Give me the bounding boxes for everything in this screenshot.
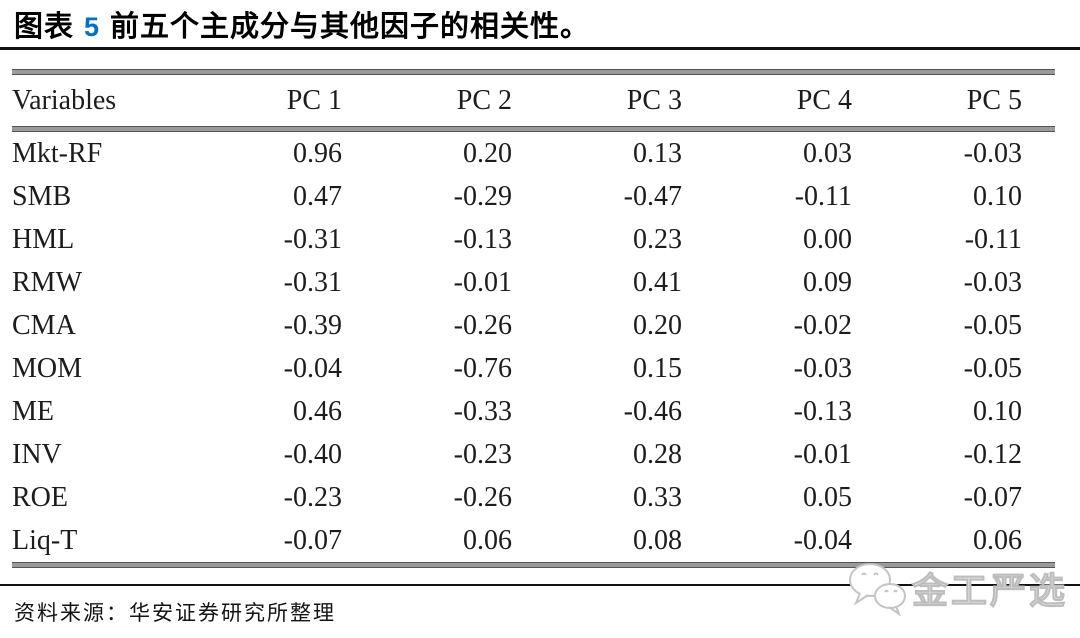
cell-value: -0.02	[793, 309, 852, 341]
table-body: Mkt-RF 0.96 0.20 0.13 0.03 -0.03 SMB 0.47 -0.29 -…	[12, 132, 1055, 562]
cell-value: -0.29	[453, 180, 512, 212]
figure-title-prefix: 图表	[14, 11, 75, 43]
column-header: PC 5	[966, 84, 1022, 116]
cell-value: 0.28	[633, 438, 682, 470]
watermark: 金工严选	[846, 560, 1068, 621]
cell-value: -0.11	[794, 180, 852, 212]
table-row: MOM -0.04 -0.76 0.15 -0.03 -0.05	[12, 347, 1055, 390]
cell-value: -0.01	[793, 438, 852, 470]
cell-value: 0.06	[973, 524, 1022, 556]
cell-value: -0.26	[453, 481, 512, 513]
column-header: PC 3	[626, 84, 682, 116]
cell-value: -0.07	[963, 481, 1022, 513]
source-note: 资料来源：华安证券研究所整理	[14, 601, 336, 625]
row-label: RMW	[12, 266, 82, 298]
cell-value: -0.33	[453, 395, 512, 427]
correlation-table-body: Mkt-RF 0.96 0.20 0.13 0.03 -0.03 SMB 0.47 -0.29 -…	[12, 132, 1055, 562]
row-label: CMA	[12, 309, 76, 341]
table-header-separator	[12, 126, 1055, 132]
cell-value: -0.13	[793, 395, 852, 427]
column-header: PC 2	[456, 84, 512, 116]
column-header: PC 4	[796, 84, 852, 116]
cell-value: -0.11	[964, 223, 1022, 255]
cell-value: 0.41	[633, 266, 682, 298]
figure-title-text: 前五个主成分与其他因子的相关性。	[110, 11, 591, 43]
cell-value: 0.20	[633, 309, 682, 341]
cell-value: 0.06	[463, 524, 512, 556]
cell-value: -0.23	[453, 438, 512, 470]
page-divider-rule	[0, 584, 1080, 586]
row-label: ROE	[12, 481, 68, 513]
row-label: ME	[12, 395, 54, 427]
row-label: MOM	[12, 352, 83, 384]
cell-value: 0.96	[293, 137, 342, 169]
correlation-table-grid: Variables PC 1 PC 2 PC 3 PC 4 PC 5	[12, 75, 1055, 126]
cell-value: -0.03	[793, 352, 852, 384]
cell-value: 0.15	[633, 352, 682, 384]
row-label: SMB	[12, 180, 72, 212]
table-row: RMW -0.31 -0.01 0.41 0.09 -0.03	[12, 261, 1055, 304]
cell-value: -0.04	[793, 524, 852, 556]
cell-value: -0.07	[283, 524, 342, 556]
cell-value: 0.00	[803, 223, 852, 255]
cell-value: -0.13	[453, 223, 512, 255]
cell-value: -0.12	[963, 438, 1022, 470]
cell-value: -0.47	[623, 180, 682, 212]
figure-number: 5	[84, 12, 101, 42]
cell-value: -0.01	[453, 266, 512, 298]
table-header-row: Variables PC 1 PC 2 PC 3 PC 4 PC 5	[12, 75, 1055, 126]
cell-value: 0.05	[803, 481, 852, 513]
cell-value: -0.23	[283, 481, 342, 513]
cell-value: -0.05	[963, 352, 1022, 384]
cell-value: -0.76	[453, 352, 512, 384]
table-row: INV -0.40 -0.23 0.28 -0.01 -0.12	[12, 433, 1055, 476]
cell-value: 0.03	[803, 137, 852, 169]
table-row: HML -0.31 -0.13 0.23 0.00 -0.11	[12, 218, 1055, 261]
cell-value: 0.08	[633, 524, 682, 556]
cell-value: -0.39	[283, 309, 342, 341]
cell-value: 0.10	[973, 180, 1022, 212]
table-row: Mkt-RF 0.96 0.20 0.13 0.03 -0.03	[12, 132, 1055, 175]
row-label: HML	[12, 223, 75, 255]
table-row: ROE -0.23 -0.26 0.33 0.05 -0.07	[12, 476, 1055, 519]
cell-value: -0.05	[963, 309, 1022, 341]
cell-value: 0.10	[973, 395, 1022, 427]
correlation-table: Variables PC 1 PC 2 PC 3 PC 4 PC 5 Mkt-RF 0.96…	[12, 69, 1055, 568]
title-underline	[0, 47, 1080, 50]
table-row: CMA -0.39 -0.26 0.20 -0.02 -0.05	[12, 304, 1055, 347]
cell-value: -0.04	[283, 352, 342, 384]
cell-value: -0.40	[283, 438, 342, 470]
table-bottom-border	[12, 562, 1055, 568]
table-row: Liq-T -0.07 0.06 0.08 -0.04 0.06	[12, 519, 1055, 562]
wechat-icon	[846, 560, 908, 621]
cell-value: 0.13	[633, 137, 682, 169]
table-row: SMB 0.47 -0.29 -0.47 -0.11 0.10	[12, 175, 1055, 218]
cell-value: -0.03	[963, 137, 1022, 169]
figure-title: 图表 5 前五个主成分与其他因子的相关性。	[0, 0, 1080, 44]
row-label: Mkt-RF	[12, 137, 103, 169]
cell-value: 0.20	[463, 137, 512, 169]
cell-value: 0.09	[803, 266, 852, 298]
column-header: Variables	[12, 84, 117, 116]
row-label: Liq-T	[12, 524, 78, 556]
cell-value: -0.26	[453, 309, 512, 341]
cell-value: 0.23	[633, 223, 682, 255]
cell-value: 0.47	[293, 180, 342, 212]
cell-value: -0.03	[963, 266, 1022, 298]
table-top-border	[12, 69, 1055, 75]
row-label: INV	[12, 438, 62, 470]
cell-value: -0.31	[283, 266, 342, 298]
cell-value: -0.46	[623, 395, 682, 427]
column-header: PC 1	[286, 84, 342, 116]
cell-value: -0.31	[283, 223, 342, 255]
table-row: ME 0.46 -0.33 -0.46 -0.13 0.10	[12, 390, 1055, 433]
cell-value: 0.46	[293, 395, 342, 427]
watermark-text: 金工严选	[911, 570, 1068, 611]
cell-value: 0.33	[633, 481, 682, 513]
